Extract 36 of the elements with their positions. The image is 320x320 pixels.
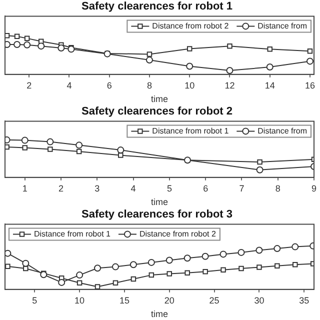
- x-tick-label: 5: [166, 183, 172, 194]
- legend-label: Distance from robot 1: [34, 229, 112, 238]
- x-tick-label: 3: [94, 183, 100, 194]
- legend-label: Distance from: [258, 21, 308, 30]
- x-tick-label: 4: [66, 80, 72, 90]
- x-tick-label: 30: [254, 295, 264, 306]
- legend-label: Distance from robot 2: [139, 229, 217, 238]
- x-tick-label: 7: [239, 183, 244, 194]
- x-tick-label: 12: [224, 80, 235, 90]
- chart-title: Safety clearences for robot 1: [81, 0, 233, 13]
- x-tick-label: 6: [203, 183, 208, 194]
- x-tick-label: 16: [304, 80, 315, 90]
- x-tick-label: 25: [209, 295, 220, 306]
- x-tick-label: 6: [106, 80, 112, 90]
- x-tick-label: 35: [299, 295, 310, 306]
- x-tick-label: 8: [275, 183, 280, 194]
- legend-label: Distance from robot 1: [152, 126, 230, 136]
- x-tick-label: 15: [119, 295, 130, 306]
- x-axis-title: time: [150, 309, 168, 320]
- x-tick-label: 10: [184, 80, 195, 90]
- chart-title: Safety clearences for robot 2: [81, 106, 233, 118]
- x-tick-label: 2: [26, 80, 32, 90]
- legend-label: Distance from: [258, 126, 308, 136]
- x-tick-label: 20: [164, 295, 174, 306]
- x-tick-label: 8: [146, 80, 152, 90]
- x-axis-title: time: [150, 197, 168, 208]
- x-tick-label: 5: [32, 295, 38, 306]
- x-tick-label: 14: [264, 80, 275, 90]
- x-tick-label: 2: [58, 183, 64, 194]
- legend-label: Distance from robot 2: [152, 21, 230, 30]
- x-axis-title: time: [150, 94, 168, 104]
- x-tick-label: 9: [311, 183, 317, 194]
- x-tick-label: 4: [130, 183, 136, 194]
- x-tick-label: 10: [74, 295, 85, 306]
- x-tick-label: 1: [22, 183, 28, 194]
- chart-title: Safety clearences for robot 3: [81, 208, 233, 221]
